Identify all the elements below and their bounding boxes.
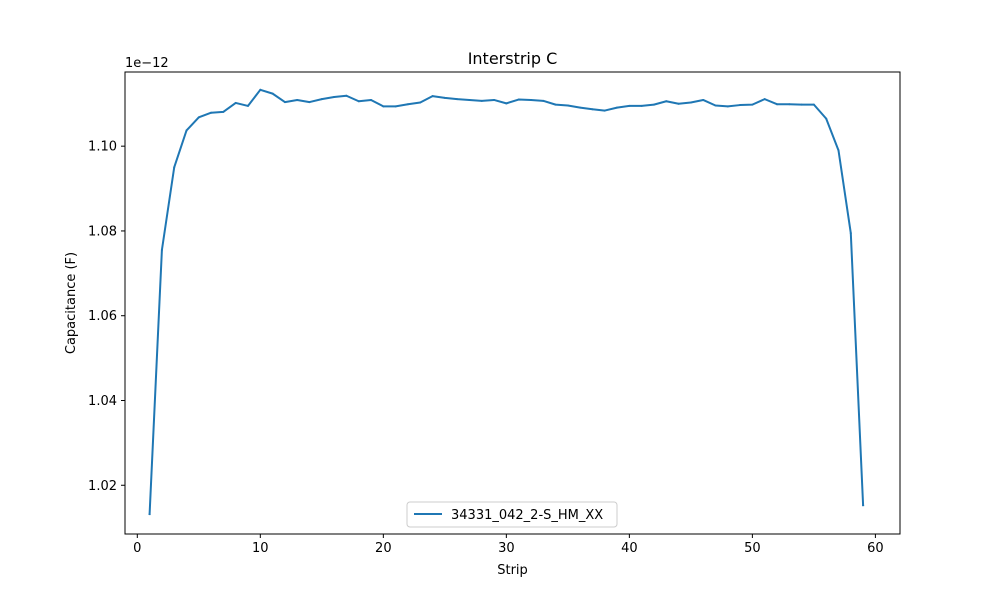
plot-frame	[124, 71, 901, 535]
data-point	[751, 103, 754, 106]
y-tick-label: 1.02	[88, 479, 117, 494]
data-point	[689, 101, 692, 104]
y-axis-ticks: 1.02 1.04 1.06 1.08 1.10	[88, 140, 125, 494]
data-point	[419, 101, 422, 104]
data-point	[148, 513, 151, 516]
x-tick-label: 10	[252, 541, 269, 556]
series-layer	[148, 88, 865, 516]
data-point	[603, 109, 606, 112]
data-point	[726, 105, 729, 108]
data-point	[308, 101, 311, 104]
y-axis-offset-text: 1e−12	[125, 56, 169, 71]
data-point	[542, 99, 545, 102]
data-point	[357, 100, 360, 103]
data-point	[837, 149, 840, 152]
data-point	[579, 106, 582, 109]
data-point	[714, 104, 717, 107]
y-tick-label: 1.10	[88, 140, 117, 155]
data-point	[394, 105, 397, 108]
data-point	[812, 103, 815, 106]
data-point	[862, 504, 865, 507]
data-point	[271, 92, 274, 95]
data-point	[652, 103, 655, 106]
x-tick-label: 40	[621, 541, 638, 556]
data-point	[800, 103, 803, 106]
data-point	[529, 98, 532, 101]
x-axis-label: Strip	[497, 563, 528, 578]
data-point	[628, 104, 631, 107]
data-point	[739, 104, 742, 107]
data-point	[640, 104, 643, 107]
data-point	[283, 101, 286, 104]
y-axis-label: Capacitance (F)	[64, 252, 79, 354]
data-point	[677, 102, 680, 105]
x-axis-ticks: 0 10 20 30 40 50 60	[133, 534, 884, 556]
data-point	[554, 103, 557, 106]
data-point	[210, 111, 213, 114]
plot-area: 0 10 20 30 40 50 60 1.02 1.04 1.06 1.08 1.10	[88, 71, 901, 556]
data-point	[763, 98, 766, 101]
x-tick-label: 20	[375, 541, 392, 556]
legend-label: 34331_042_2-S_HM_XX	[451, 508, 603, 523]
x-tick-label: 30	[498, 541, 515, 556]
data-point	[849, 232, 852, 235]
y-tick-label: 1.08	[88, 224, 117, 239]
data-point	[431, 95, 434, 98]
data-point	[788, 103, 791, 106]
data-point	[296, 98, 299, 101]
data-point	[566, 104, 569, 107]
data-point	[591, 108, 594, 111]
x-tick-label: 50	[744, 541, 761, 556]
data-point	[480, 99, 483, 102]
legend: 34331_042_2-S_HM_XX	[406, 501, 618, 528]
data-point	[443, 96, 446, 99]
y-tick-label: 1.06	[88, 309, 117, 324]
data-point	[517, 98, 520, 101]
data-point	[333, 96, 336, 99]
data-point	[505, 102, 508, 105]
data-point	[775, 103, 778, 106]
data-point	[382, 105, 385, 108]
data-point	[468, 98, 471, 101]
data-point	[222, 110, 225, 113]
data-point	[825, 117, 828, 120]
data-point	[370, 98, 373, 101]
data-point	[345, 94, 348, 97]
data-point	[616, 106, 619, 109]
data-point	[185, 129, 188, 132]
data-point	[320, 98, 323, 101]
data-point	[197, 116, 200, 119]
data-point	[406, 103, 409, 106]
chart-title: Interstrip C	[468, 49, 558, 68]
data-point	[702, 98, 705, 101]
data-point	[247, 104, 250, 107]
data-point	[665, 100, 668, 103]
legend-box	[406, 501, 618, 528]
data-point	[160, 249, 163, 252]
data-point	[493, 98, 496, 101]
x-tick-label: 60	[867, 541, 884, 556]
x-tick-label: 0	[133, 541, 141, 556]
data-point	[456, 98, 459, 101]
data-point	[259, 88, 262, 91]
y-tick-label: 1.04	[88, 394, 117, 409]
data-point	[173, 166, 176, 169]
data-point	[234, 101, 237, 104]
